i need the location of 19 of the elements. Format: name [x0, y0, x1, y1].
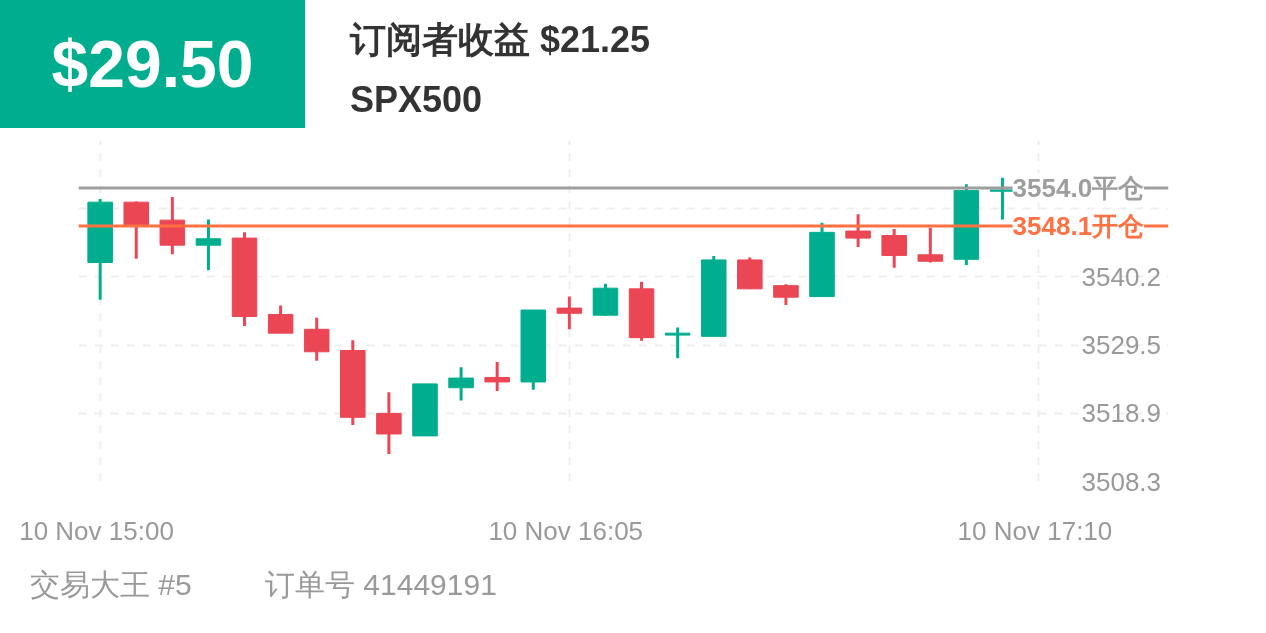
candlestick: [556, 296, 583, 330]
x-tick-label: 10 Nov 16:05: [488, 515, 644, 546]
candlestick: [195, 219, 222, 272]
y-tick-label: 3508.3: [1081, 466, 1162, 497]
text: 订单号 41449191: [265, 567, 497, 603]
text: 交易大王 #5: [30, 567, 192, 603]
y-tick-label: 3518.9: [1081, 398, 1162, 429]
x-tick-label: 10 Nov 17:10: [957, 515, 1113, 546]
y-tick-label: 3540.2: [1081, 261, 1162, 292]
ref-line-label: 3548.1开仓: [1012, 210, 1145, 241]
candlestick: [664, 327, 691, 360]
ref-line-label: 3554.0平仓: [1012, 173, 1145, 204]
x-tick-label: 10 Nov 15:00: [19, 515, 174, 546]
candlestick: [917, 226, 944, 263]
y-tick-label: 3529.5: [1081, 330, 1162, 361]
candlestick: [484, 362, 510, 391]
candlestick: [845, 214, 871, 248]
chart-subtitle: SPX500: [350, 78, 483, 122]
chart-title: 订阅者收益 $21.25: [350, 18, 651, 62]
